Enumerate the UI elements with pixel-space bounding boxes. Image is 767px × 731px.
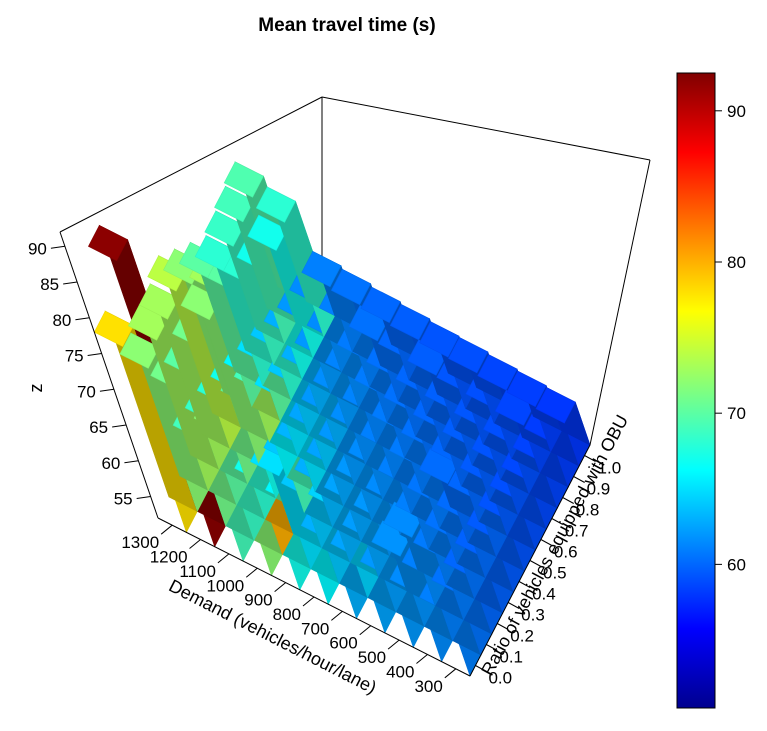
x-tick-label: 1000 [206, 576, 244, 595]
y-tick-mark [497, 623, 509, 630]
z-tick-label: 75 [65, 347, 84, 366]
bar [147, 255, 242, 450]
y-tick-mark [573, 476, 585, 483]
z-axis-label: z [26, 384, 46, 393]
y-tick-mark [507, 602, 520, 609]
z-tick-mark [99, 388, 114, 392]
colorbar-ticks: 60 70 80 90 [715, 102, 746, 574]
x-tick-mark [331, 610, 343, 621]
y-tick-label: 0.1 [499, 648, 523, 667]
z-tick-mark [136, 496, 151, 500]
z-tick-mark [50, 245, 65, 249]
z-tick-label: 70 [77, 382, 96, 401]
x-tick-mark [302, 596, 315, 607]
x-tick-label: 1200 [150, 548, 188, 567]
y-tick-mark [475, 665, 487, 672]
y-tick-label: 0.6 [554, 543, 578, 562]
x-tick-label: 1300 [121, 533, 159, 552]
y-tick-mark [551, 518, 564, 525]
y-tick-mark [562, 497, 574, 504]
x-tick-mark [217, 553, 230, 564]
z-axis: 55 60 65 70 75 80 85 90 [28, 239, 151, 509]
y-tick-label: 0.0 [488, 669, 512, 688]
z-tick-mark [112, 424, 127, 428]
x-tick-mark [245, 567, 258, 578]
z-tick-mark [87, 353, 102, 357]
z-tick-mark [124, 460, 139, 464]
x-tick-mark [444, 668, 457, 679]
colorbar-tick-label: 80 [727, 253, 746, 272]
colorbar [676, 72, 716, 709]
bars-group [87, 161, 591, 677]
x-tick-label: 500 [358, 648, 386, 667]
x-tick-mark [189, 539, 201, 549]
z-tick-mark [63, 281, 78, 285]
x-tick-label: 700 [301, 619, 329, 638]
y-tick-label: 0.3 [521, 606, 545, 625]
z-tick-label: 60 [101, 454, 120, 473]
x-tick-label: 800 [273, 605, 301, 624]
x-tick-label: 600 [329, 634, 357, 653]
bar [138, 283, 231, 471]
chart-title: Mean travel time (s) [258, 15, 435, 36]
y-tick-label: 0.2 [510, 627, 534, 646]
colorbar-tick-label: 70 [727, 404, 746, 423]
y-tick-label: 1.0 [598, 459, 622, 478]
y-tick-label: 0.5 [543, 564, 567, 583]
x-tick-mark [359, 625, 372, 636]
x-tick-label: 300 [414, 677, 442, 696]
y-tick-mark [518, 581, 531, 588]
y-tick-label: 0.7 [565, 522, 589, 541]
z-tick-mark [75, 317, 90, 321]
z-tick-label: 80 [52, 311, 71, 330]
z-tick-label: 85 [40, 275, 59, 294]
x-tick-mark [387, 639, 400, 650]
y-tick-label: 0.8 [576, 501, 600, 520]
y-tick-mark [540, 539, 553, 546]
y-tick-label: 0.9 [587, 480, 611, 499]
z-tick-label: 90 [28, 239, 47, 258]
colorbar-tick-label: 60 [727, 555, 746, 574]
x-tick-mark [274, 582, 286, 593]
y-tick-mark [584, 455, 596, 462]
colorbar-tick-label: 90 [727, 102, 746, 121]
x-tick-label: 900 [244, 591, 272, 610]
z-tick-label: 65 [89, 418, 108, 437]
y-tick-mark [486, 644, 498, 651]
y-axis: 0.0 0.1 0.2 0.3 0.4 0.5 0.6 0.7 0.8 0.9 1.0 [475, 455, 622, 688]
z-tick-label: 55 [114, 490, 133, 509]
x-tick-label: 1100 [179, 562, 216, 581]
x-tick-mark [416, 654, 428, 664]
x-tick-label: 400 [386, 662, 414, 681]
bar [535, 387, 591, 467]
y-tick-label: 0.4 [532, 585, 556, 604]
y-tick-mark [529, 560, 542, 567]
x-tick-mark [160, 524, 173, 535]
